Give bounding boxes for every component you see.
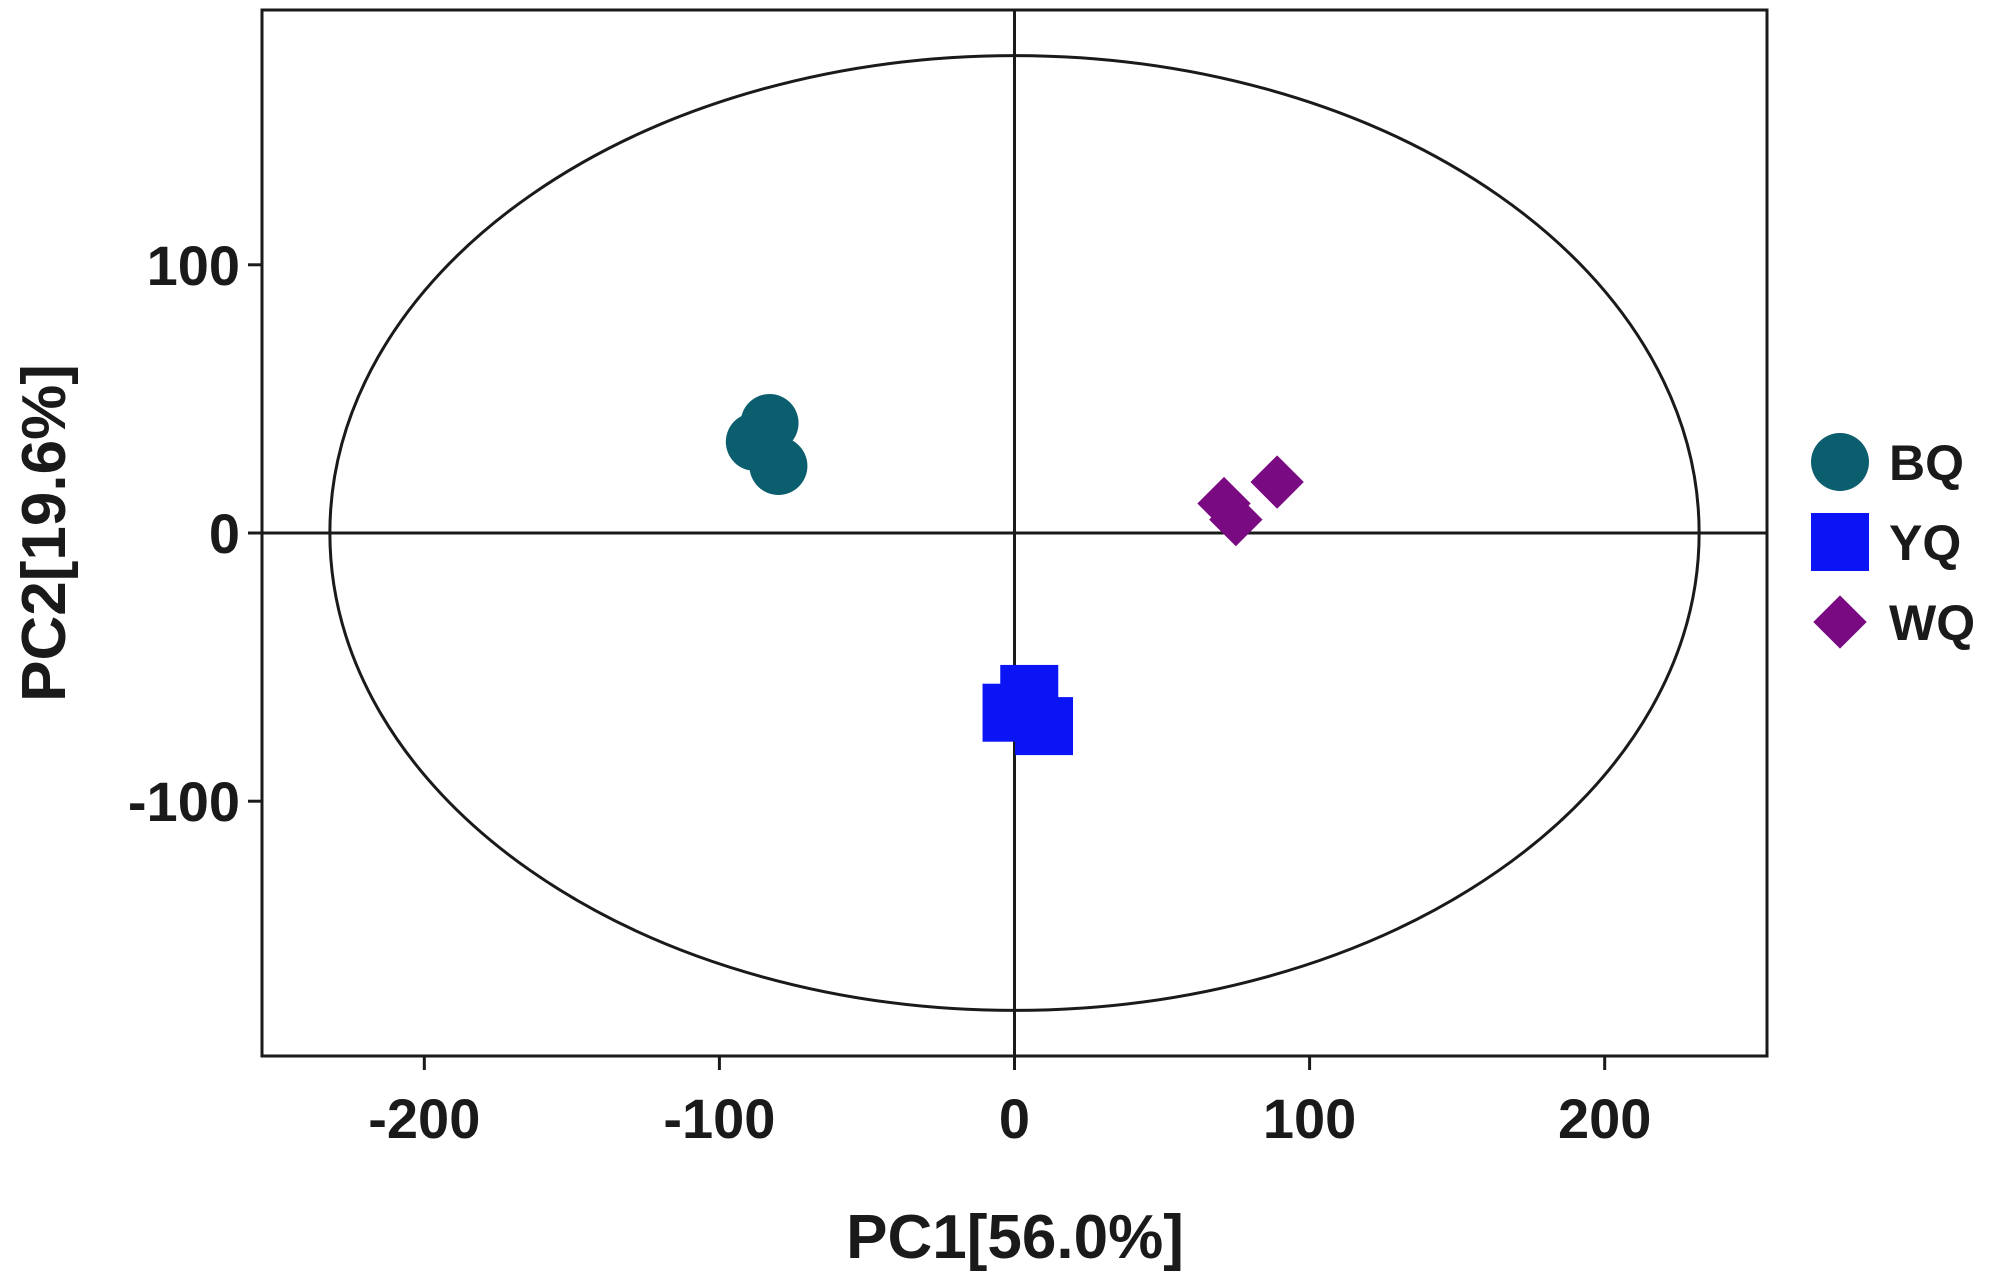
legend: BQ YQ WQ bbox=[1811, 433, 1975, 651]
axes: -200 -100 0 100 200 -100 0 100 bbox=[128, 234, 1652, 1150]
point-wq bbox=[1209, 492, 1263, 547]
point-bq bbox=[749, 436, 808, 495]
y-tick-label: 0 bbox=[209, 502, 240, 565]
legend-label-wq: WQ bbox=[1889, 595, 1975, 651]
point-yq bbox=[1015, 697, 1074, 756]
x-tick-label: 200 bbox=[1558, 1087, 1651, 1150]
legend-label-yq: YQ bbox=[1889, 515, 1961, 571]
x-axis-title: PC1[56.0%] bbox=[846, 1203, 1184, 1272]
x-tick-label: 100 bbox=[1263, 1087, 1356, 1150]
legend-marker-yq bbox=[1811, 513, 1869, 571]
y-tick-label: 100 bbox=[147, 234, 240, 297]
legend-label-bq: BQ bbox=[1889, 435, 1964, 491]
confidence-ellipse bbox=[328, 54, 1701, 1012]
y-axis-title: PC2[19.6%] bbox=[10, 364, 79, 702]
point-wq bbox=[1250, 455, 1304, 509]
x-tick-label: 0 bbox=[999, 1087, 1030, 1150]
plot-area bbox=[262, 10, 1767, 1056]
x-tick-label: -200 bbox=[368, 1087, 480, 1150]
legend-marker-wq bbox=[1813, 595, 1867, 649]
y-tick-label: -100 bbox=[128, 770, 240, 833]
x-tick-label: -100 bbox=[663, 1087, 775, 1150]
legend-marker-bq bbox=[1811, 433, 1869, 491]
